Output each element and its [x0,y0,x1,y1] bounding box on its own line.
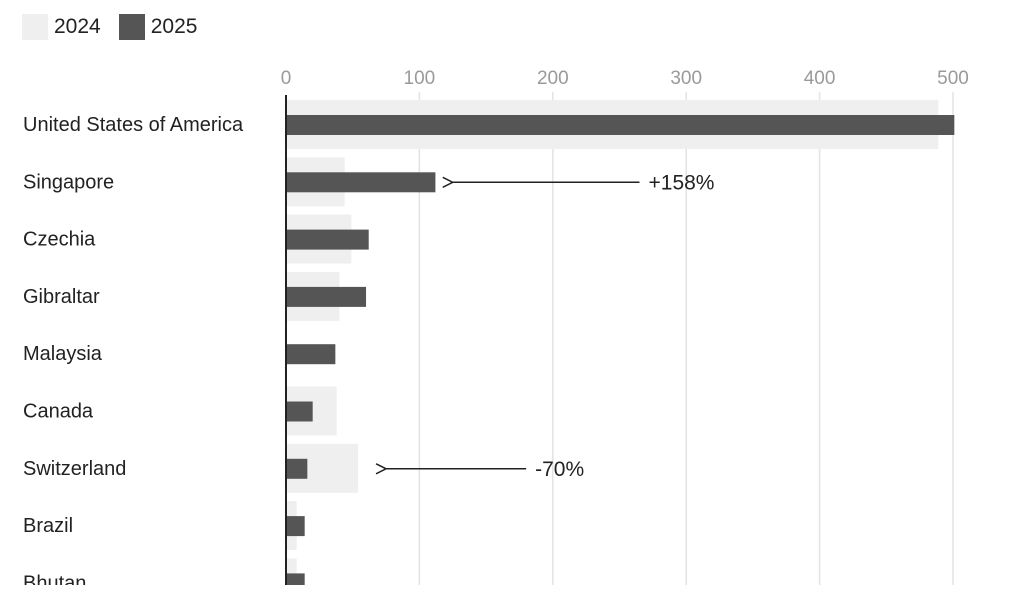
bar-2025-5 [286,401,313,422]
category-label-8: Bhutan [23,572,86,585]
category-label-5: Canada [23,401,94,423]
category-label-1: Singapore [23,171,114,193]
x-tick-label-300: 300 [670,68,702,89]
bar-2025-2 [286,229,369,250]
category-label-3: Gibraltar [23,286,100,308]
legend: 2024 2025 [22,14,215,40]
bar-2025-4 [286,344,336,365]
x-tick-label-0: 0 [281,68,292,89]
category-label-7: Brazil [23,515,73,537]
x-tick-label-200: 200 [537,68,569,89]
category-label-6: Switzerland [23,458,126,480]
bar-2025-8 [286,573,305,590]
bar-2025-7 [286,516,305,537]
annotation-label-0: +158% [649,171,715,194]
legend-swatch-2024 [22,14,48,40]
category-label-2: Czechia [23,229,96,251]
legend-label-2024: 2024 [54,15,101,38]
bar-2025-6 [286,458,308,479]
x-tick-label-400: 400 [804,68,836,89]
x-tick-label-500: 500 [937,68,969,89]
annotation-label-1: -70% [535,458,584,481]
bar-2025-0 [286,115,955,135]
bar-2025-1 [286,172,436,193]
legend-item-2024: 2024 [22,14,101,40]
category-label-4: Malaysia [23,343,103,365]
category-label-0: United States of America [23,114,244,136]
legend-swatch-2025 [118,14,145,40]
legend-label-2025: 2025 [150,15,198,38]
bar-2025-3 [286,286,367,307]
legend-item-2025: 2025 [118,14,198,40]
x-tick-label-100: 100 [404,68,436,89]
